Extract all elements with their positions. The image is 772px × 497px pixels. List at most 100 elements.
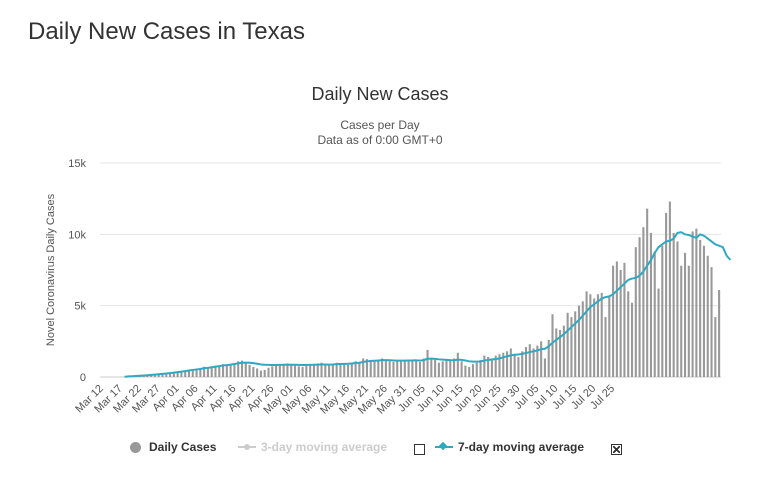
- bar[interactable]: [316, 363, 319, 377]
- bar[interactable]: [570, 317, 573, 377]
- legend-item-3day-average[interactable]: 3-day moving average: [238, 440, 387, 454]
- bar[interactable]: [683, 252, 687, 377]
- bar[interactable]: [263, 369, 266, 377]
- bar[interactable]: [506, 351, 509, 377]
- bar[interactable]: [498, 354, 501, 377]
- bar[interactable]: [331, 364, 334, 377]
- bar[interactable]: [297, 366, 300, 377]
- bar[interactable]: [343, 364, 346, 377]
- bar[interactable]: [252, 367, 255, 377]
- bar[interactable]: [634, 247, 637, 377]
- bar[interactable]: [290, 364, 293, 377]
- bar[interactable]: [559, 329, 562, 377]
- bar[interactable]: [540, 341, 543, 377]
- bar[interactable]: [581, 301, 584, 377]
- bar[interactable]: [240, 360, 244, 377]
- bar[interactable]: [638, 237, 641, 377]
- bar[interactable]: [608, 297, 611, 377]
- bar[interactable]: [680, 265, 683, 377]
- bar[interactable]: [396, 361, 399, 377]
- bar[interactable]: [176, 371, 179, 377]
- bar[interactable]: [399, 360, 403, 377]
- bar[interactable]: [630, 302, 634, 377]
- bar[interactable]: [547, 339, 550, 377]
- bar[interactable]: [562, 325, 565, 377]
- bar[interactable]: [377, 360, 380, 377]
- bar[interactable]: [320, 362, 323, 377]
- bar[interactable]: [536, 345, 539, 377]
- bar[interactable]: [418, 362, 422, 377]
- bar[interactable]: [509, 348, 512, 377]
- bar[interactable]: [286, 363, 289, 377]
- bar[interactable]: [672, 232, 675, 377]
- bar[interactable]: [199, 368, 202, 377]
- bar[interactable]: [426, 349, 429, 377]
- bar[interactable]: [275, 365, 278, 377]
- avg3-checkbox[interactable]: [414, 444, 425, 455]
- bar[interactable]: [191, 369, 194, 377]
- bar[interactable]: [309, 364, 312, 377]
- bar[interactable]: [218, 367, 221, 377]
- bar[interactable]: [415, 359, 418, 377]
- bar[interactable]: [464, 365, 467, 377]
- bar[interactable]: [350, 362, 353, 377]
- bar[interactable]: [494, 355, 497, 377]
- bar[interactable]: [691, 231, 694, 377]
- bar[interactable]: [305, 364, 308, 377]
- bar[interactable]: [471, 364, 475, 377]
- bar[interactable]: [153, 374, 156, 377]
- bar[interactable]: [676, 241, 679, 377]
- bar[interactable]: [437, 362, 440, 377]
- bar[interactable]: [661, 245, 664, 377]
- bar[interactable]: [619, 270, 622, 377]
- bar[interactable]: [524, 347, 528, 377]
- bar[interactable]: [362, 358, 365, 377]
- bar[interactable]: [301, 367, 304, 377]
- bar[interactable]: [551, 314, 554, 377]
- bar[interactable]: [184, 370, 187, 377]
- bar[interactable]: [668, 201, 671, 377]
- bar[interactable]: [244, 362, 247, 377]
- bar[interactable]: [422, 358, 425, 377]
- bar[interactable]: [517, 357, 520, 377]
- bar[interactable]: [710, 267, 713, 377]
- bar[interactable]: [373, 361, 376, 377]
- bar[interactable]: [460, 361, 463, 377]
- bar[interactable]: [577, 305, 581, 377]
- bar[interactable]: [335, 362, 338, 377]
- legend-item-daily-cases[interactable]: Daily Cases: [130, 440, 216, 454]
- bar[interactable]: [706, 255, 709, 377]
- bar[interactable]: [521, 351, 524, 377]
- bar[interactable]: [604, 317, 607, 377]
- bar[interactable]: [354, 361, 357, 377]
- bar[interactable]: [555, 328, 558, 377]
- bar[interactable]: [600, 292, 603, 377]
- bar[interactable]: [150, 374, 153, 377]
- bar[interactable]: [714, 317, 717, 377]
- bar[interactable]: [407, 359, 410, 377]
- legend-item-7day-average[interactable]: 7-day moving average: [435, 440, 584, 454]
- bar[interactable]: [282, 364, 285, 377]
- bar[interactable]: [566, 312, 569, 377]
- avg7-line[interactable]: [124, 231, 732, 378]
- bar[interactable]: [687, 265, 690, 377]
- bar[interactable]: [615, 261, 618, 377]
- bar[interactable]: [627, 291, 630, 377]
- bar[interactable]: [528, 344, 531, 377]
- bar[interactable]: [237, 361, 240, 377]
- bar[interactable]: [278, 364, 281, 377]
- bar[interactable]: [259, 370, 262, 377]
- avg7-checkbox[interactable]: [611, 444, 622, 455]
- bar[interactable]: [490, 358, 493, 377]
- bar[interactable]: [574, 311, 577, 377]
- bar[interactable]: [346, 364, 350, 377]
- bar[interactable]: [646, 208, 649, 377]
- bar[interactable]: [381, 358, 384, 377]
- bar[interactable]: [392, 362, 395, 377]
- bar[interactable]: [187, 369, 191, 377]
- bar[interactable]: [513, 354, 516, 377]
- bar[interactable]: [411, 360, 414, 377]
- bar-series[interactable]: [119, 201, 721, 377]
- bar[interactable]: [695, 228, 698, 377]
- bar[interactable]: [589, 294, 592, 377]
